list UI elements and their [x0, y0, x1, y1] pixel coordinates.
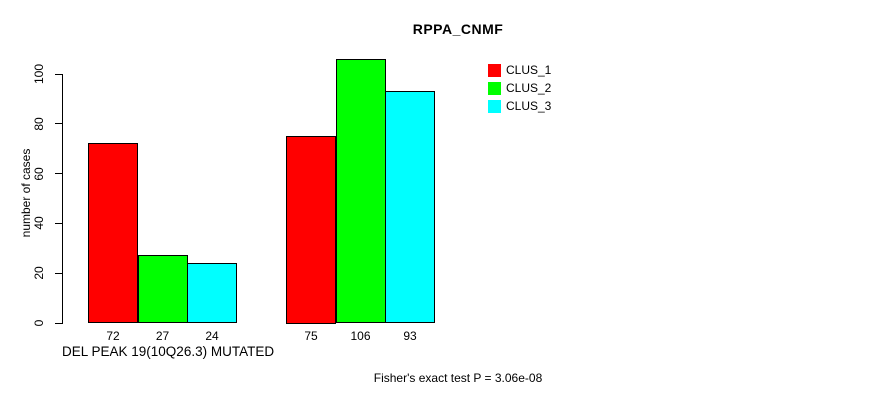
bar-value-label: 72 — [106, 329, 120, 343]
legend-swatch-clus_1 — [488, 64, 501, 77]
y-axis-line — [62, 73, 63, 324]
y-tick-label: 40 — [32, 216, 46, 231]
legend-swatch-clus_3 — [488, 100, 501, 114]
bar-clus_1-group1 — [88, 143, 138, 324]
chart-title: RPPA_CNMF — [412, 21, 504, 37]
bar-value-label: 24 — [205, 329, 219, 343]
legend-item-clus_2: CLUS_2 — [488, 81, 552, 96]
y-tick-label: 80 — [32, 117, 46, 131]
x-axis-label: DEL PEAK 19(10Q26.3) MUTATED — [62, 344, 275, 359]
bar-value-label: 106 — [350, 329, 371, 343]
bar-clus_1-group2 — [286, 135, 336, 324]
legend-label: CLUS_2 — [506, 81, 552, 96]
legend-swatch-clus_2 — [488, 82, 501, 96]
legend-label: CLUS_3 — [506, 99, 552, 114]
bar-value-label: 27 — [155, 329, 170, 343]
bar-clus_2-group2 — [335, 58, 386, 324]
y-axis-label: number of cases — [19, 148, 33, 238]
y-tick-label: 60 — [32, 166, 46, 181]
y-tick-mark — [55, 222, 62, 224]
y-tick-label: 100 — [32, 63, 46, 85]
legend-item-clus_3: CLUS_3 — [488, 99, 552, 114]
y-tick-mark — [55, 322, 62, 324]
bar-value-label: 75 — [304, 329, 318, 343]
y-tick-mark — [55, 123, 62, 125]
bar-value-label: 93 — [403, 329, 417, 343]
bar-clus_3-group1 — [187, 262, 237, 324]
y-tick-mark — [55, 272, 62, 274]
bar-clus_3-group2 — [385, 90, 435, 324]
fisher-test-annotation: Fisher's exact test P = 3.06e-08 — [373, 371, 543, 385]
legend-item-clus_1: CLUS_1 — [488, 64, 551, 77]
y-tick-label: 20 — [32, 266, 46, 280]
bar-clus_2-group1 — [137, 255, 188, 324]
y-tick-label: 0 — [32, 319, 46, 327]
y-tick-mark — [55, 73, 62, 75]
legend-label: CLUS_1 — [506, 63, 552, 77]
y-tick-mark — [55, 173, 62, 175]
